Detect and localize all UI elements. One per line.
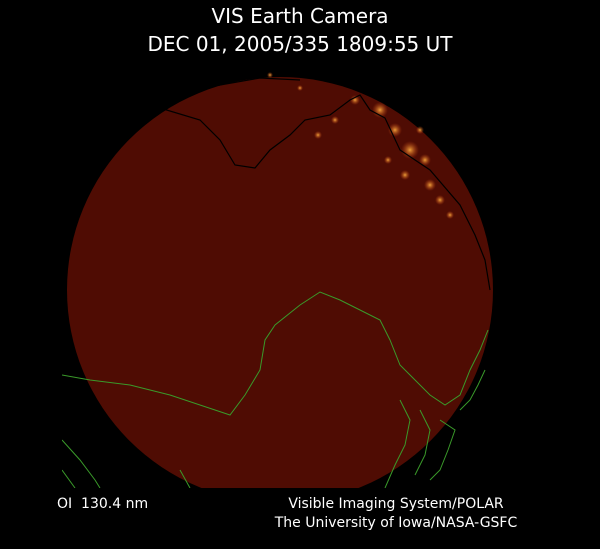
- earth-image: [62, 72, 493, 488]
- instrument: Visible Imaging System/POLAR: [288, 496, 504, 512]
- timestamp: DEC 01, 2005/335 1809:55 UT: [148, 32, 454, 56]
- aurora-glow: [267, 72, 454, 219]
- title: VIS Earth Camera: [211, 4, 388, 28]
- coastlines-green: [62, 291, 489, 488]
- wavelength: OI 130.4 nm: [57, 496, 148, 512]
- institution: The University of Iowa/NASA-GSFC: [274, 515, 518, 531]
- coastlines-dark: [62, 77, 491, 291]
- earth-disc: [67, 77, 493, 488]
